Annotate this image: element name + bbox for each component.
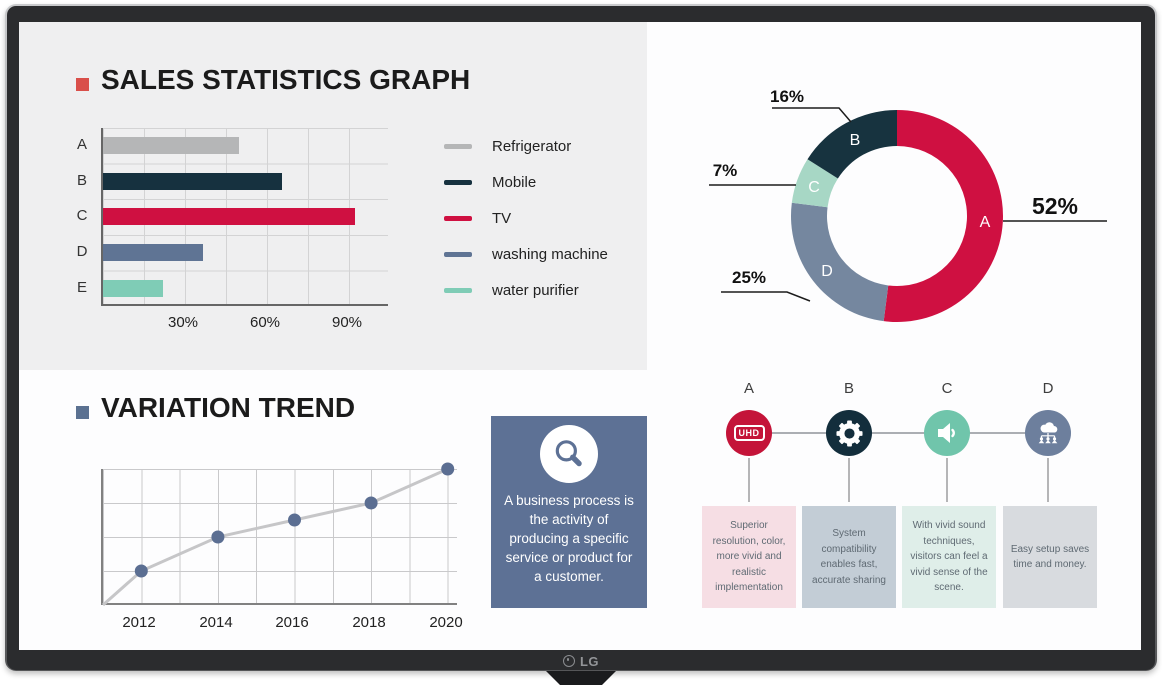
step-letter-a: A (743, 380, 754, 397)
year-tick: 2016 (275, 614, 309, 631)
year-tick: 2020 (429, 614, 463, 631)
bar-mobile (103, 173, 283, 190)
step-connector-line (749, 432, 1048, 434)
x-axis-tick: 30% (167, 314, 199, 331)
gear-icon (826, 410, 872, 456)
donut-callout-7: 7% (713, 161, 738, 180)
donut-segment-label-d: D (821, 263, 833, 280)
bar-category-label: E (76, 279, 87, 296)
donut-callout-25: 25% (732, 268, 766, 287)
x-axis-tick: 90% (331, 314, 363, 331)
screen: SALES STATISTICS GRAPH A B C D E 30% 60%… (19, 22, 1141, 650)
bar-category-label: C (76, 207, 88, 224)
info-box-text: A business process is the activity of pr… (504, 493, 634, 584)
donut-segment-label-a: A (980, 214, 991, 231)
bar-refrigerator (103, 137, 239, 154)
legend-label: water purifier (492, 281, 579, 299)
legend-label: TV (492, 209, 512, 227)
step-letter-b: B (843, 380, 854, 397)
donut-segment-label-c: C (808, 179, 820, 196)
step-stem-line (748, 458, 750, 502)
trend-section-title: VARIATION TREND (101, 392, 356, 423)
blue-square-bullet-icon (76, 406, 89, 419)
monitor-stand-notch (546, 671, 616, 685)
sales-bar-chart (101, 128, 388, 306)
step-stem-line (1047, 458, 1049, 502)
donut-callout-52: 52% (1032, 193, 1078, 219)
legend-swatch-refrigerator (444, 143, 472, 149)
cloud-network-icon (1025, 410, 1071, 456)
legend-item: Mobile (444, 172, 536, 192)
year-tick: 2018 (352, 614, 386, 631)
variation-trend-line-chart (101, 462, 457, 607)
legend-swatch-washing-machine (444, 251, 472, 257)
magnifier-icon (540, 425, 598, 483)
bar-washing-machine (103, 244, 204, 261)
legend-item: washing machine (444, 244, 608, 264)
step-stem-line (946, 458, 948, 502)
step-card-a: Superior resolution, color, more vivid a… (702, 506, 796, 608)
legend-label: washing machine (492, 245, 608, 263)
legend-swatch-tv (444, 215, 472, 221)
lg-brand-text: LG (579, 653, 600, 669)
callout-leader-line (721, 291, 811, 302)
legend-swatch-water-purifier (444, 287, 472, 293)
legend-swatch-mobile (444, 179, 472, 185)
legend-label: Refrigerator (492, 137, 572, 155)
category-share-donut-chart: A B C D 16% 7% 25% 52% (709, 87, 1107, 322)
bar-tv (103, 208, 356, 225)
speaker-icon (924, 410, 970, 456)
trend-line (102, 462, 455, 607)
step-card-c: With vivid sound techniques, visitors ca… (902, 506, 996, 608)
sales-section-title: SALES STATISTICS GRAPH (101, 64, 471, 95)
step-card-d: Easy setup saves time and money. (1003, 506, 1097, 608)
step-stem-line (848, 458, 850, 502)
bar-water-purifier (103, 280, 163, 297)
step-card-b: System compatibility enables fast, accur… (802, 506, 896, 608)
step-letter-d: D (1042, 380, 1054, 397)
lg-emblem-icon (562, 655, 575, 667)
year-tick: 2012 (122, 614, 156, 631)
legend-item: Refrigerator (444, 136, 571, 156)
bar-category-label: A (76, 136, 87, 153)
year-tick: 2014 (199, 614, 233, 631)
x-axis-tick: 60% (249, 314, 281, 331)
uhd-badge-label: UHD (733, 425, 765, 441)
step-letter-c: C (941, 380, 953, 397)
donut-segment-label-b: B (850, 132, 861, 149)
monitor-bezel: SALES STATISTICS GRAPH A B C D E 30% 60%… (7, 6, 1155, 670)
legend-item: TV (444, 208, 511, 228)
bar-category-label: D (76, 243, 88, 260)
monitor: SALES STATISTICS GRAPH A B C D E 30% 60%… (5, 4, 1157, 671)
legend-label: Mobile (492, 173, 537, 191)
callout-leader-line (772, 107, 852, 123)
legend-item: water purifier (444, 280, 579, 300)
red-square-bullet-icon (76, 78, 89, 91)
lg-logo: LG (7, 652, 1155, 670)
donut-callout-16: 16% (770, 87, 804, 106)
uhd-icon: UHD (726, 410, 772, 456)
business-process-info-box: A business process is the activity of pr… (491, 416, 647, 608)
bar-category-label: B (76, 172, 87, 189)
